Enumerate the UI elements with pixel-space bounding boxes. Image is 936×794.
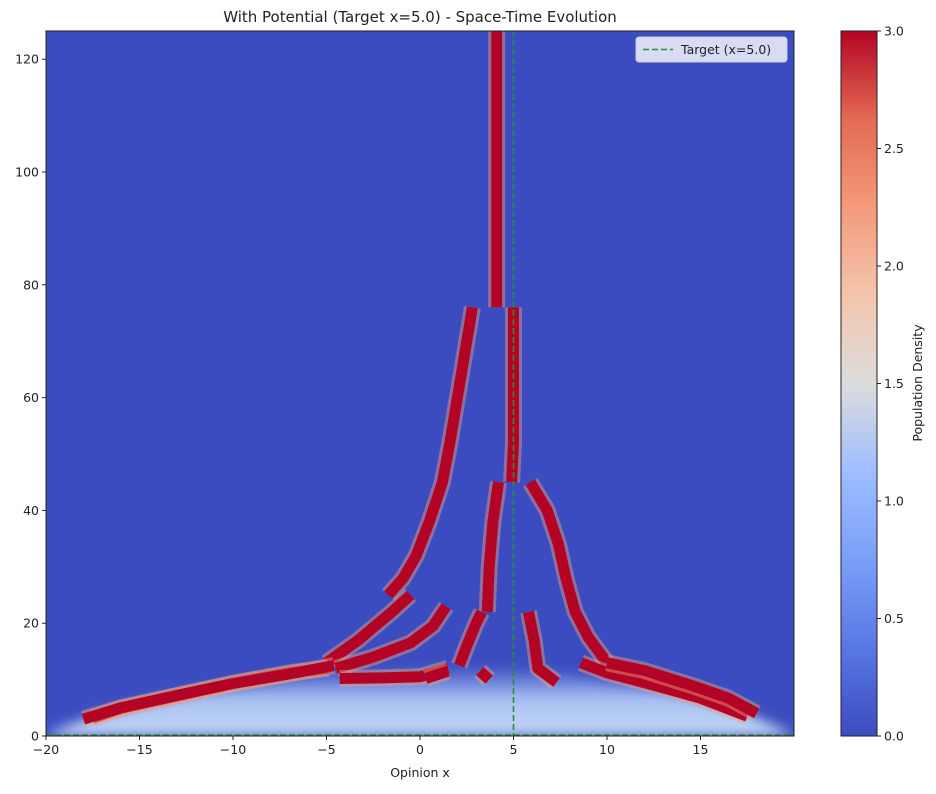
chart-title: With Potential (Target x=5.0) - Space-Ti… [223,8,617,26]
density-clusters [80,31,761,728]
cluster-trajectory [423,665,450,684]
x-tick-label: 15 [693,742,709,757]
density-spread-region [46,669,794,736]
x-tick-label: −10 [220,742,246,757]
x-tick-label: −5 [317,742,335,757]
colorbar-tick-label: 2.5 [884,141,904,156]
cluster-trajectory [81,660,336,725]
cluster-trajectory [476,667,493,684]
cluster-trajectory [384,306,478,599]
colorbar-label: Population Density [910,324,925,442]
y-tick-label: 20 [23,616,39,631]
y-axis: 0 20 40 60 80 100 120 [15,52,46,744]
y-tick-label: 60 [23,390,39,405]
colorbar-tick-label: 1.0 [884,494,904,509]
colorbar-tick-label: 1.5 [884,376,904,391]
cluster-trajectory [578,657,750,722]
legend-label: Target (x=5.0) [680,42,771,57]
cluster-trajectory [334,603,451,674]
x-tick-label: −20 [33,742,59,757]
colorbar: 0.0 0.5 1.0 1.5 2.0 2.5 3.0 Population Density [840,24,925,744]
density-fog [46,669,794,736]
cluster-trajectory [454,609,487,668]
density-background [46,31,794,736]
x-tick-label: 0 [416,742,424,757]
y-tick-label: 120 [15,52,39,67]
plot-area [46,31,794,736]
y-tick-label: 0 [31,729,39,744]
colorbar-tick-label: 0.0 [884,729,904,744]
y-tick-label: 80 [23,277,39,292]
x-tick-label: −15 [126,742,152,757]
colorbar-tick-label: 3.0 [884,24,904,39]
y-tick-label: 100 [15,165,39,180]
x-tick-label: 10 [599,742,615,757]
cluster-trajectory [525,479,612,666]
cluster-trajectory [323,590,415,668]
x-tick-label: 5 [510,742,518,757]
legend: Target (x=5.0) [635,36,788,63]
cluster-trajectory [523,610,560,687]
colorbar-gradient [840,30,878,737]
y-tick-label: 40 [23,503,39,518]
x-axis: −20 −15 −10 −5 0 5 10 15 [33,736,709,757]
colorbar-tick-label: 0.5 [884,611,904,626]
colorbar-ticks: 0.0 0.5 1.0 1.5 2.0 2.5 3.0 [877,24,904,744]
cluster-trajectory [605,657,760,719]
x-axis-label: Opinion x [390,765,450,780]
colorbar-tick-label: 2.0 [884,259,904,274]
legend-box [635,36,788,63]
cluster-trajectory [481,481,504,613]
